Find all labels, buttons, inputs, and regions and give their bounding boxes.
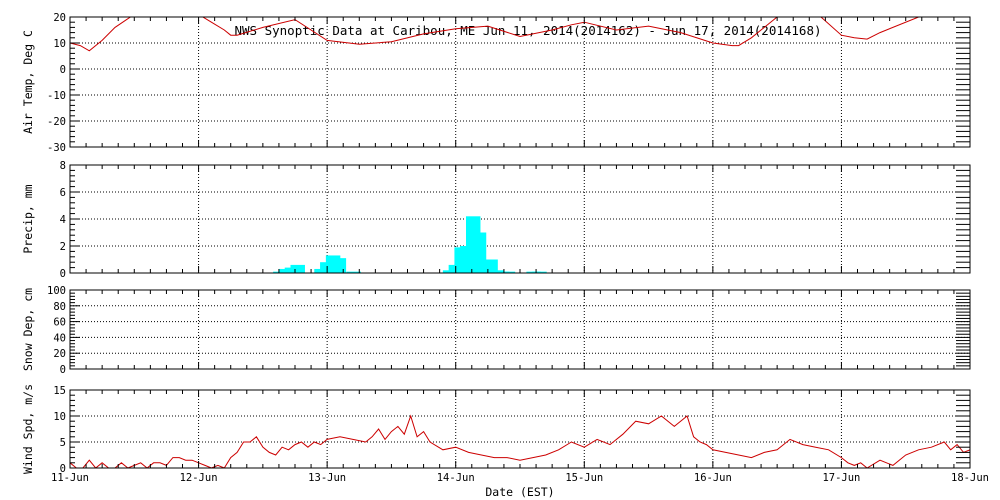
windspd-series-line xyxy=(70,414,970,468)
y-tick-label: 5 xyxy=(60,437,66,449)
x-tick-label: 16-Jun xyxy=(694,472,732,484)
x-tick-label: 14-Jun xyxy=(437,472,475,484)
y-tick-label: 2 xyxy=(60,241,66,253)
x-axis-label: Date (EST) xyxy=(485,485,554,499)
y-tick-label: -20 xyxy=(47,116,66,128)
x-tick-label: 17-Jun xyxy=(822,472,860,484)
y-tick-label: -10 xyxy=(47,90,66,102)
y-tick-label: 100 xyxy=(47,285,66,297)
y-axis-label-windspd: Wind Spd, m/s xyxy=(21,384,35,474)
y-axis-label-snowdep: Snow Dep, cm xyxy=(21,288,35,371)
y-tick-label: 40 xyxy=(53,332,66,344)
airtemp-series-line xyxy=(70,17,924,52)
y-tick-label: 20 xyxy=(53,12,66,24)
chart-title: NWS Synoptic Data at Caribou, ME Jun 11,… xyxy=(235,23,822,38)
precip-bar xyxy=(331,258,347,273)
panel-windspd: 0 5 10 15 Wind Spd, m/s 11-Jun 12-Jun 13-Jun 14-… xyxy=(21,384,989,484)
precip-bar xyxy=(532,271,547,273)
precip-bar xyxy=(290,264,305,273)
x-tick-label: 15-Jun xyxy=(565,472,603,484)
plot-frame xyxy=(69,389,971,469)
y-axis-label-airtemp: Air Temp, Deg C xyxy=(21,30,35,134)
y-tick-label: 20 xyxy=(53,348,66,360)
precip-bar xyxy=(483,259,498,273)
y-tick-label: -30 xyxy=(47,142,66,154)
y-tick-label: 0 xyxy=(60,364,66,376)
y-axis-label-precip: Precip, mm xyxy=(21,184,35,253)
precip-bar xyxy=(346,271,361,273)
y-tick-label: 0 xyxy=(60,463,66,475)
x-tick-label: 12-Jun xyxy=(180,472,218,484)
y-tick-label: 6 xyxy=(60,187,66,199)
precip-bar xyxy=(500,271,516,273)
x-tick-label: 11-Jun xyxy=(51,472,89,484)
y-tick-label: 15 xyxy=(53,385,66,397)
y-tick-label: 80 xyxy=(53,301,66,313)
y-tick-label: 8 xyxy=(60,160,66,172)
y-tick-label: 0 xyxy=(60,268,66,280)
panel-airtemp: -30 -20 -10 0 10 20 Air Temp, Deg C xyxy=(21,12,971,154)
plot-frame xyxy=(69,289,971,370)
panel-snowdep: 0 20 40 60 80 100 Snow Dep, cm xyxy=(21,285,971,376)
precip-bar xyxy=(471,232,487,273)
y-tick-label: 0 xyxy=(60,64,66,76)
y-tick-label: 10 xyxy=(53,411,66,423)
panel-precip: 0 2 4 6 8 Precip, mm xyxy=(21,160,971,280)
y-tick-label: 4 xyxy=(60,214,66,226)
x-tick-label: 13-Jun xyxy=(308,472,346,484)
y-tick-label: 10 xyxy=(53,38,66,50)
y-tick-label: 60 xyxy=(53,317,66,329)
x-tick-label: 18-Jun xyxy=(951,472,989,484)
